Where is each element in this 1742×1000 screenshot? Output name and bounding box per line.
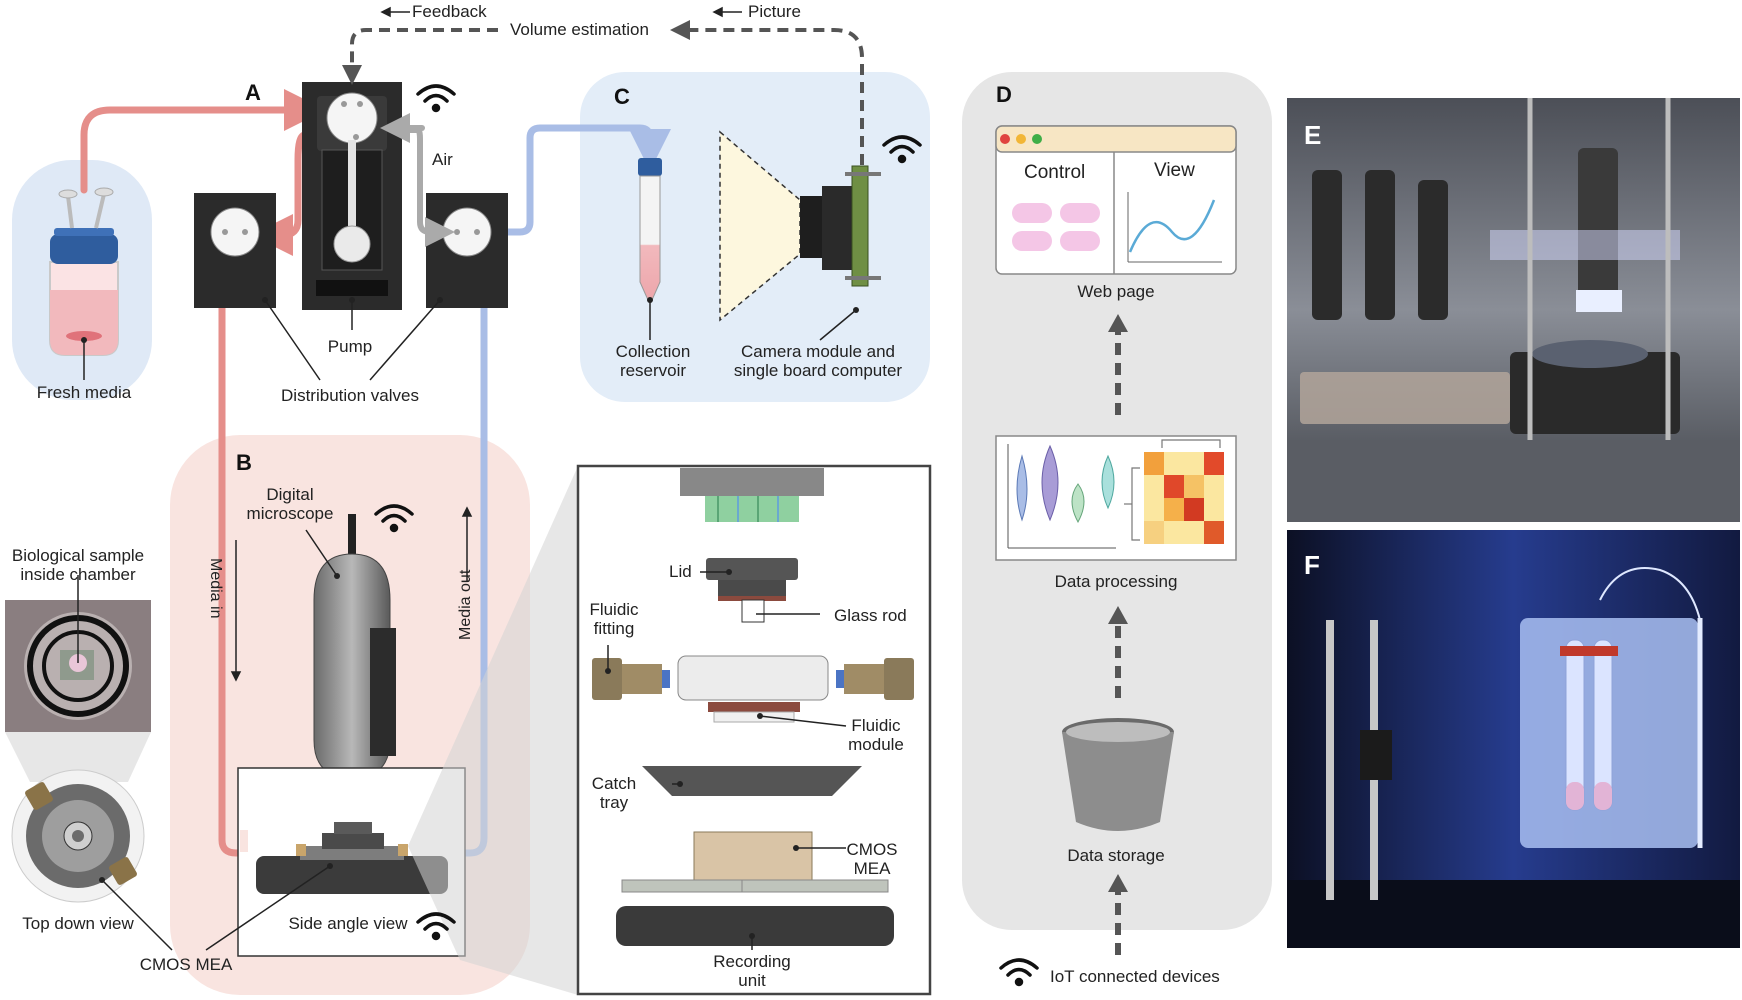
control-tab: Control: [1024, 162, 1086, 183]
exploded-cmos-mea-label: CMOS MEA: [846, 840, 898, 878]
cmos-mea-label: CMOS MEA: [139, 955, 233, 974]
exploded-fluidic-fitting-left: [592, 658, 670, 700]
fresh-media-jar: [49, 187, 119, 380]
panel-label-f: F: [1304, 550, 1320, 580]
exploded-recording-unit: [616, 906, 894, 946]
data-processing-panel: [995, 435, 1237, 561]
data-processing-label: Data processing: [1054, 572, 1178, 591]
panel-label-a: A: [245, 80, 261, 105]
feedback-loop: [342, 20, 864, 165]
distribution-valves-label: Distribution valves: [281, 386, 419, 405]
wifi-icon-iot: [999, 958, 1039, 987]
feedback-label: Feedback: [412, 2, 487, 21]
fresh-media-label: Fresh media: [36, 383, 132, 402]
media-out-label: Media out: [457, 569, 474, 640]
wifi-icon-microscope: [374, 504, 414, 533]
media-in-label: Media in: [207, 558, 224, 619]
view-tab: View: [1154, 160, 1195, 181]
browser-window: [995, 125, 1237, 275]
collection-reservoir-tube: [638, 158, 662, 340]
camera-module: [719, 130, 881, 341]
pump-label: Pump: [327, 337, 373, 356]
top-down-view-label: Top down view: [22, 914, 134, 933]
exploded-fluidic-module: [677, 655, 847, 727]
biological-sample-image: [5, 575, 151, 732]
exploded-leader-lines: [607, 571, 846, 950]
minimize-dot-icon: [1016, 134, 1026, 144]
air-label: Air: [432, 150, 453, 169]
exploded-catch-tray: [642, 766, 862, 796]
zoom-wedge-top: [5, 732, 151, 782]
heatmap: [1144, 452, 1224, 544]
cmos-mea-leader-lines: [101, 865, 331, 951]
side-angle-view-label: Side angle view: [288, 914, 408, 933]
distribution-valve-left: [194, 193, 276, 308]
exploded-microscope-tip: [680, 468, 824, 522]
air-lines: [380, 113, 455, 247]
wifi-icons: [374, 84, 1039, 987]
recording-unit-label: Recording unit: [713, 952, 791, 990]
wifi-icon-camera: [882, 135, 922, 164]
panel-label-e: E: [1304, 120, 1322, 150]
photo-e: [1287, 98, 1740, 522]
flow-small-arrows: [230, 6, 742, 682]
data-storage-bucket: [1062, 718, 1174, 831]
volume-estimation-label: Volume estimation: [510, 20, 649, 39]
picture-label: Picture: [748, 2, 801, 21]
fluidic-module-label: Fluidic module: [848, 716, 904, 754]
exploded-glass-rod: [741, 599, 820, 623]
panel-label-c: C: [614, 84, 630, 109]
wifi-icon-pump: [416, 84, 456, 113]
top-down-view-image: [11, 769, 145, 903]
maximize-dot-icon: [1032, 134, 1042, 144]
lid-label: Lid: [669, 562, 692, 581]
data-storage-label: Data storage: [1067, 846, 1165, 865]
pipeline-arrowheads: [1108, 314, 1128, 892]
camera-module-label: Camera module and single board computer: [733, 342, 903, 380]
panel-label-b: B: [236, 450, 252, 475]
photo-f: [1287, 530, 1740, 948]
close-dot-icon: [1000, 134, 1010, 144]
exploded-cmos-mea: [621, 831, 889, 893]
pump: [302, 82, 402, 330]
exploded-lid: [706, 558, 798, 601]
zoom-wedge-exploded: [408, 466, 578, 995]
valve-leader-lines: [264, 299, 441, 381]
distribution-valve-right: [426, 193, 508, 308]
panel-label-d: D: [996, 82, 1012, 107]
catch-tray-label: Catch tray: [591, 774, 637, 812]
collection-reservoir-label: Collection reservoir: [615, 342, 691, 380]
web-page-label: Web page: [1077, 282, 1155, 301]
wifi-icon-mea: [416, 912, 456, 941]
fluidic-fitting-label: Fluidic fitting: [589, 600, 639, 638]
biological-sample-label: Biological sample inside chamber: [11, 546, 145, 584]
dendrogram: [1124, 439, 1221, 541]
exploded-fluidic-fitting-right: [836, 658, 914, 700]
iot-devices-label: IoT connected devices: [1050, 967, 1220, 986]
glass-rod-label: Glass rod: [834, 606, 907, 625]
digital-microscope-label: Digital microscope: [246, 485, 334, 523]
